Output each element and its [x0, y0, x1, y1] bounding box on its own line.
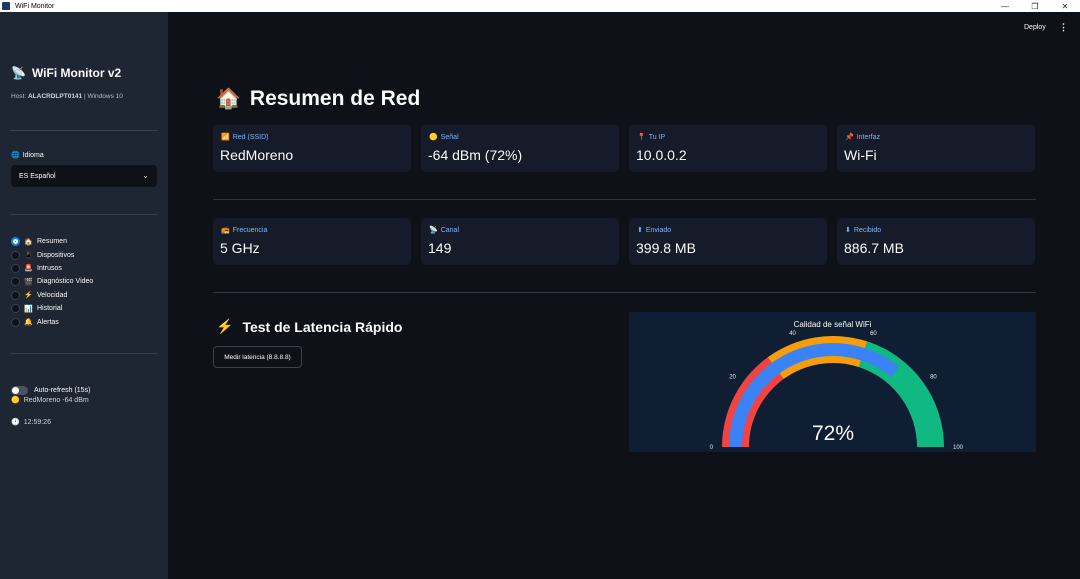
gauge-tick-label: 40	[789, 331, 796, 337]
gauge-tick-label: 60	[870, 331, 877, 337]
signal-gauge-panel: Calidad de señal WiFi 0 20 40 60 80 100 72%	[629, 312, 1036, 452]
nav-icon: 🎬	[24, 278, 33, 286]
signal-status: 🟡 RedMoreno -64 dBm	[11, 396, 89, 405]
metric-sent: ⬆ Enviado 399.8 MB	[629, 218, 827, 265]
maximize-button[interactable]: ❐	[1031, 1, 1039, 11]
language-select-value: ES Español	[19, 172, 56, 180]
language-select[interactable]: ES Español ⌄	[11, 165, 157, 187]
nav-item-label: Resumen	[37, 238, 67, 246]
radio-button[interactable]	[11, 290, 20, 300]
nav-item-intrusos[interactable]: 🚨 Intrusos	[11, 262, 93, 275]
close-button[interactable]: ✕	[1061, 1, 1069, 11]
clock-status: 🕐 12:59:26	[11, 418, 51, 427]
pin-icon: 📍	[637, 134, 646, 141]
nav-item-label: Dispositivos	[37, 251, 75, 259]
gauge-tick-label: 20	[729, 374, 736, 380]
radio-button[interactable]	[11, 237, 20, 247]
nav-radio-group: 🏠 Resumen 📱 Dispositivos 🚨 Intrusos 🎬 Diagnósti…	[11, 235, 93, 329]
nav-icon: 🏠	[24, 238, 33, 246]
nav-item-resumen[interactable]: 🏠 Resumen	[11, 235, 93, 248]
satellite-icon: 📡	[429, 227, 438, 234]
nav-icon: 🔔	[24, 319, 33, 327]
nav-item-alertas[interactable]: 🔔 Alertas	[11, 315, 93, 328]
radio-button[interactable]	[11, 263, 20, 273]
radio-button[interactable]	[11, 250, 20, 260]
globe-icon: 🌐	[11, 152, 20, 159]
nav-item-label: Intrusos	[37, 264, 62, 272]
latency-section-title: ⚡ Test de Latencia Rápido	[216, 318, 403, 335]
signal-dot-icon: 🟡	[11, 397, 20, 404]
app-icon	[2, 2, 10, 10]
nav-icon: ⚡	[24, 292, 33, 300]
host-name: ALACRDLPT0141	[27, 93, 83, 100]
satellite-icon: 📡	[11, 66, 26, 80]
nav-icon: 📊	[24, 305, 33, 313]
radio-icon: 📻	[221, 227, 230, 234]
gauge-tick-label: 100	[953, 445, 964, 451]
sidebar: 📡 WiFi Monitor v2 Host: ALACRDLPT0141 | …	[0, 12, 168, 579]
nav-icon: 📱	[24, 252, 33, 260]
house-icon: 🏠	[216, 88, 241, 110]
metric-ssid: 📶 Red (SSID) RedMoreno	[213, 125, 411, 172]
main-menu-icon[interactable]: ⋮	[1059, 22, 1068, 32]
gauge-value-bar	[729, 343, 900, 447]
nav-item-historial[interactable]: 📊 Historial	[11, 302, 93, 315]
radio-button[interactable]	[11, 304, 20, 314]
nav-item-label: Alertas	[37, 318, 59, 326]
nav-item-label: Historial	[37, 305, 63, 313]
auto-refresh-row: Auto-refresh (15s)	[11, 386, 90, 395]
auto-refresh-toggle[interactable]	[11, 386, 28, 395]
metric-received: ⬇ Recibido 886.7 MB	[837, 218, 1035, 265]
arrow-up-icon: ⬆	[637, 227, 643, 234]
nav-item-label: Velocidad	[37, 291, 68, 299]
gauge-tick-label: 0	[710, 445, 714, 451]
nav-item-velocidad[interactable]: ⚡ Velocidad	[11, 289, 93, 302]
chevron-down-icon: ⌄	[142, 171, 149, 180]
nav-item-dispositivos[interactable]: 📱 Dispositivos	[11, 248, 93, 261]
metric-ip: 📍 Tu IP 10.0.0.2	[629, 125, 827, 172]
sidebar-divider	[10, 130, 157, 131]
metric-frequency: 📻 Frecuencia 5 GHz	[213, 218, 411, 265]
measure-latency-button[interactable]: Medir latencia (8.8.8.8)	[213, 346, 302, 368]
window-titlebar: WiFi Monitor — ❐ ✕	[0, 0, 1080, 12]
section-divider	[213, 199, 1036, 200]
wifi-bars-icon: 📶	[221, 134, 230, 141]
arrow-down-icon: ⬇	[845, 227, 851, 234]
gauge-tick-label: 80	[930, 374, 937, 380]
host-info: Host: ALACRDLPT0141 | Windows 10	[11, 93, 123, 100]
metric-interface: 📌 Interfaz Wi-Fi	[837, 125, 1035, 172]
page-title: 🏠 Resumen de Red	[216, 86, 421, 111]
radio-button[interactable]	[11, 317, 20, 327]
sidebar-app-title: 📡 WiFi Monitor v2	[11, 66, 121, 80]
sidebar-divider	[10, 214, 157, 215]
radio-button[interactable]	[11, 277, 20, 287]
window-title: WiFi Monitor	[15, 2, 55, 10]
window-controls: — ❐ ✕	[990, 0, 1080, 12]
sidebar-divider	[10, 353, 157, 354]
pushpin-icon: 📌	[845, 134, 854, 141]
gauge-title: Calidad de señal WiFi	[793, 320, 872, 329]
deploy-button[interactable]: Deploy	[1024, 24, 1046, 31]
clock-icon: 🕐	[11, 419, 20, 426]
minimize-button[interactable]: —	[1001, 1, 1009, 11]
metric-channel: 📡 Canal 149	[421, 218, 619, 265]
auto-refresh-label: Auto-refresh (15s)	[34, 387, 91, 394]
gauge-value-text: 72%	[812, 422, 854, 445]
signal-gauge: 0 20 40 60 80 100 72%	[710, 331, 964, 451]
signal-dot-icon: 🟡	[429, 134, 438, 141]
nav-item-label: Diagnóstico Video	[37, 278, 94, 286]
nav-item-diagnostico-video[interactable]: 🎬 Diagnóstico Video	[11, 275, 93, 288]
metric-signal: 🟡 Señal -64 dBm (72%)	[421, 125, 619, 172]
lightning-icon: ⚡	[216, 318, 234, 334]
language-label: 🌐 Idioma	[11, 151, 44, 160]
nav-icon: 🚨	[24, 265, 33, 273]
section-divider	[213, 292, 1036, 293]
app-title-text: WiFi Monitor v2	[31, 66, 122, 80]
